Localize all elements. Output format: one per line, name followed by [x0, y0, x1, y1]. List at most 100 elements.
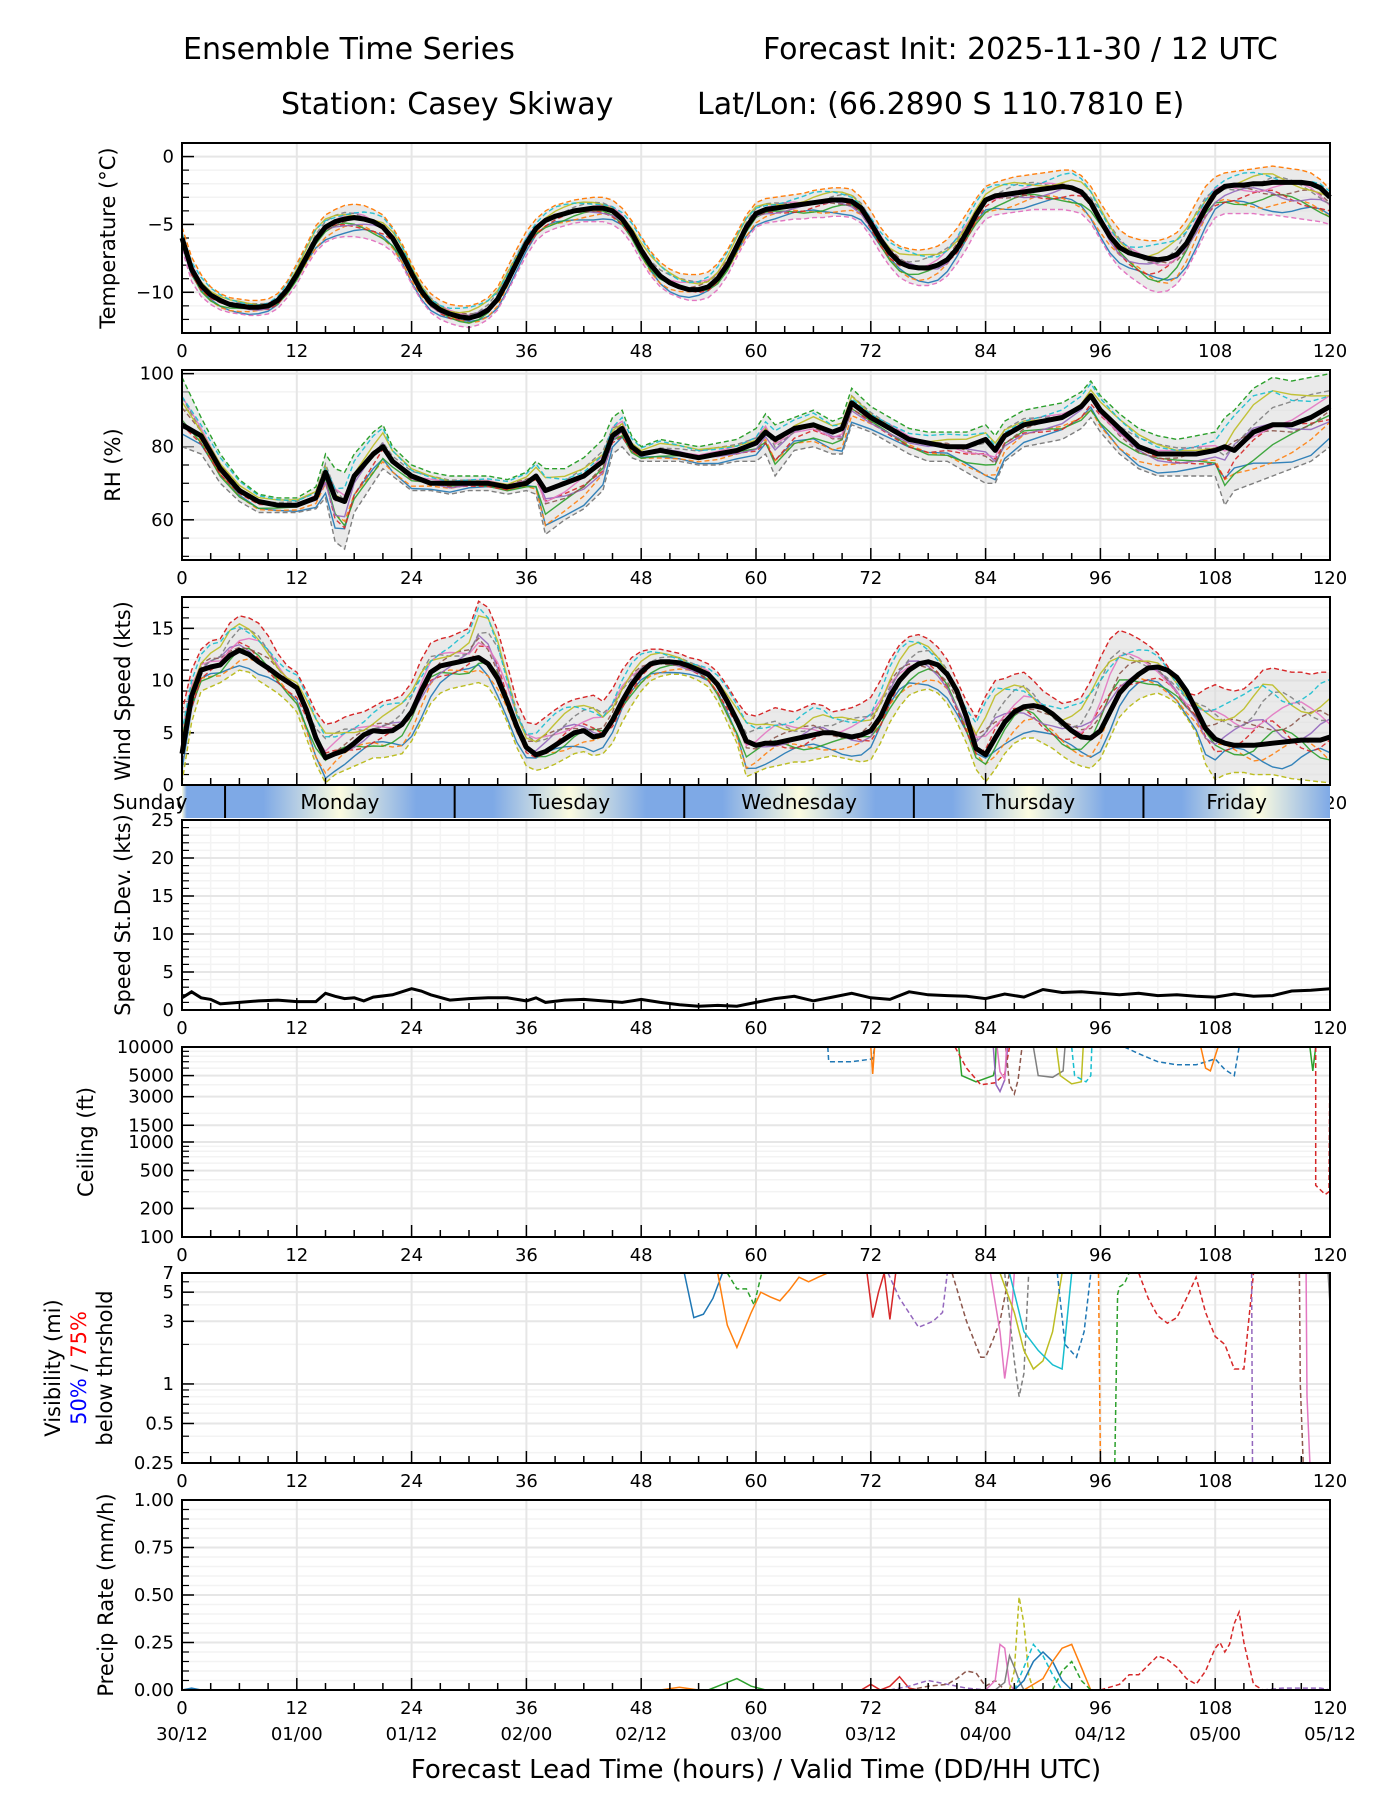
- member-line: [1003, 1272, 1030, 1397]
- day-label: Thursday: [981, 790, 1075, 814]
- y-tick-label: 7: [163, 1263, 174, 1284]
- y-tick-label: 15: [151, 618, 174, 639]
- y-tick-label: 5: [163, 723, 174, 744]
- member-line: [683, 1272, 724, 1319]
- member-line: [1114, 1272, 1130, 1464]
- x-tick-label: 12: [285, 1698, 308, 1719]
- member-line: [996, 1046, 1008, 1082]
- member-line: [1013, 1650, 1073, 1691]
- x-tick-label: 96: [1089, 341, 1112, 362]
- y-tick-label: 3000: [128, 1087, 174, 1108]
- x-tick-label: 96: [1089, 1245, 1112, 1266]
- y-tick-label: 15: [151, 886, 174, 907]
- stdev-line: [181, 987, 1331, 1008]
- valid-time-label: 30/12: [156, 1724, 208, 1745]
- y-tick-label: 5: [163, 962, 174, 983]
- member-line: [1013, 1642, 1063, 1691]
- y-tick-label: 3: [163, 1311, 174, 1332]
- x-tick-label: 36: [515, 1471, 538, 1492]
- valid-time-label: 04/00: [960, 1724, 1012, 1745]
- x-tick-label: 12: [285, 341, 308, 362]
- day-band-segment: [684, 786, 914, 818]
- x-tick-label: 120: [1313, 341, 1347, 362]
- x-tick-label: 60: [745, 1018, 768, 1039]
- member-line-high: [181, 600, 1330, 726]
- x-tick-label: 120: [1313, 1471, 1347, 1492]
- x-tick-label: 60: [745, 568, 768, 589]
- valid-time-label: 01/12: [386, 1724, 438, 1745]
- y-tick-label: 10: [151, 671, 174, 692]
- y-tick-label: 0: [163, 1000, 174, 1021]
- x-tick-label: 60: [745, 1698, 768, 1719]
- member-line: [181, 605, 1331, 738]
- member-line: [827, 1046, 876, 1063]
- y-tick-label: 20: [151, 848, 174, 869]
- member-line: [889, 1679, 986, 1691]
- x-tick-label: 24: [400, 341, 423, 362]
- x-tick-label: 12: [285, 1245, 308, 1266]
- member-line: [181, 407, 1331, 528]
- x-tick-label: 24: [400, 1471, 423, 1492]
- x-tick-label: 24: [400, 568, 423, 589]
- member-line: [1298, 1272, 1304, 1464]
- valid-time-label: 02/00: [500, 1724, 552, 1745]
- member-line: [716, 1272, 829, 1350]
- y-tick-label: 1000: [128, 1132, 174, 1153]
- member-line: [1004, 1046, 1023, 1097]
- valid-time-label: 03/00: [730, 1724, 782, 1745]
- x-tick-label: 84: [974, 1245, 997, 1266]
- y-axis-label: Precip Rate (mm/h): [94, 1493, 118, 1696]
- member-line-low: [181, 416, 1331, 551]
- x-tick-label: 108: [1198, 1018, 1232, 1039]
- member-line: [1100, 1609, 1264, 1691]
- x-tick-label: 36: [515, 1698, 538, 1719]
- panel-visibility: 75 3 1 0.5 0.250 12 24 36 48 60 72 84 96 108 120 Visibi…: [41, 1263, 1347, 1492]
- y-tick-label: 0.25: [134, 1453, 174, 1474]
- member-line: [951, 1272, 1011, 1358]
- ensemble-mean-line: [179, 647, 1331, 761]
- member-line: [1070, 1046, 1093, 1083]
- x-tick-label: 48: [630, 1698, 653, 1719]
- member-line: [181, 641, 1331, 761]
- x-tick-label: 48: [630, 1245, 653, 1266]
- x-tick-label: 60: [745, 1245, 768, 1266]
- y-axis-label: Wind Speed (kts): [111, 601, 135, 781]
- x-tick-label: 108: [1198, 568, 1232, 589]
- y-tick-label: 100: [140, 1227, 174, 1248]
- x-tick-label: 84: [974, 1018, 997, 1039]
- member-line: [1123, 1046, 1240, 1077]
- member-line: [1008, 1272, 1073, 1371]
- y-tick-label: 500: [140, 1161, 174, 1182]
- member-line: [181, 406, 1331, 530]
- member-line: [1200, 1046, 1219, 1073]
- x-tick-label: 48: [630, 1018, 653, 1039]
- member-line: [887, 1272, 949, 1329]
- member-line: [1250, 1272, 1254, 1464]
- panel-precip_rate: 1.00 0.75 0.50 0.25 0.000 12 24 36 48 60 72 84 96 108…: [94, 1490, 1356, 1745]
- y-tick-label: 10000: [117, 1037, 174, 1058]
- y-tick-label: 0.5: [145, 1413, 174, 1434]
- x-tick-label: 0: [176, 1018, 187, 1039]
- member-line: [181, 628, 1331, 743]
- y-tick-label: 25: [151, 810, 174, 831]
- x-tick-label: 96: [1089, 1698, 1112, 1719]
- y-tick-label: 0.75: [134, 1538, 174, 1559]
- x-tick-label: 36: [515, 341, 538, 362]
- x-tick-label: 72: [859, 341, 882, 362]
- y-tick-label: 0.25: [134, 1633, 174, 1654]
- member-line: [954, 1046, 1011, 1086]
- x-tick-label: 96: [1089, 1471, 1112, 1492]
- title-right: Forecast Init: 2025-11-30 / 12 UTC: [763, 32, 1278, 67]
- threshold-separator: /: [67, 1358, 91, 1378]
- member-line: [989, 1272, 1016, 1379]
- panel-frame: [181, 1499, 1331, 1691]
- x-tick-label: 12: [285, 568, 308, 589]
- panel-wind_speed: 15105001224364860728496108120Wind Speed …: [111, 596, 1347, 814]
- member-line: [181, 614, 1331, 743]
- day-label-sunday: Sunday: [113, 790, 188, 814]
- day-band: Sunday Monday Tuesday Wednesday Thursday Frid…: [113, 786, 1330, 818]
- y-axis-label: Speed St.Dev. (kts): [111, 814, 135, 1016]
- member-line: [908, 1670, 1006, 1691]
- x-tick-label: 0: [176, 568, 187, 589]
- member-line: [181, 637, 1331, 753]
